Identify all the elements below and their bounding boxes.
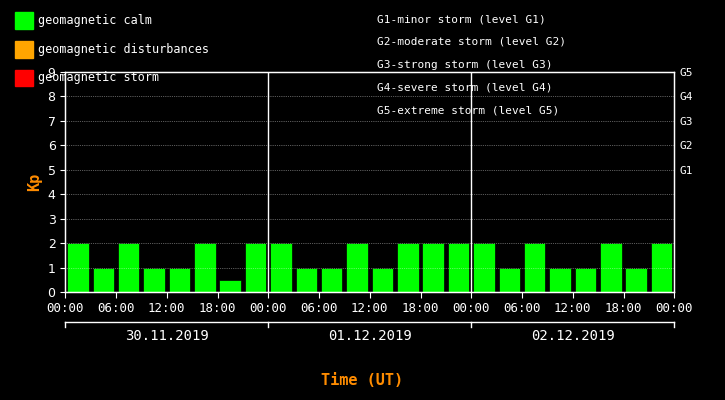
Bar (473, 243, 494, 292)
Bar (67, 243, 88, 292)
Text: G5-extreme storm (level G5): G5-extreme storm (level G5) (377, 105, 559, 115)
Bar (600, 243, 621, 292)
Y-axis label: Kp: Kp (27, 173, 42, 191)
Bar (321, 268, 342, 292)
Text: 30.11.2019: 30.11.2019 (125, 329, 209, 343)
Text: G2-moderate storm (level G2): G2-moderate storm (level G2) (377, 37, 566, 47)
Bar (296, 268, 317, 292)
Bar (347, 243, 368, 292)
Bar (626, 268, 647, 292)
Text: 02.12.2019: 02.12.2019 (531, 329, 615, 343)
Bar (118, 243, 139, 292)
Bar (270, 243, 291, 292)
Text: geomagnetic disturbances: geomagnetic disturbances (38, 43, 210, 56)
Text: G1-minor storm (level G1): G1-minor storm (level G1) (377, 14, 546, 24)
Text: G4-severe storm (level G4): G4-severe storm (level G4) (377, 82, 552, 92)
Text: geomagnetic storm: geomagnetic storm (38, 72, 160, 84)
Text: Time (UT): Time (UT) (321, 373, 404, 388)
Bar (423, 243, 444, 292)
Bar (144, 268, 165, 292)
Bar (220, 280, 241, 292)
Bar (245, 243, 266, 292)
Bar (651, 243, 672, 292)
Text: 01.12.2019: 01.12.2019 (328, 329, 412, 343)
Text: G3-strong storm (level G3): G3-strong storm (level G3) (377, 60, 552, 70)
Bar (169, 268, 190, 292)
Bar (397, 243, 418, 292)
Text: geomagnetic calm: geomagnetic calm (38, 14, 152, 27)
Bar (524, 243, 545, 292)
Bar (448, 243, 469, 292)
Bar (372, 268, 393, 292)
Bar (499, 268, 520, 292)
Bar (194, 243, 215, 292)
Bar (550, 268, 571, 292)
Bar (93, 268, 114, 292)
Bar (575, 268, 596, 292)
